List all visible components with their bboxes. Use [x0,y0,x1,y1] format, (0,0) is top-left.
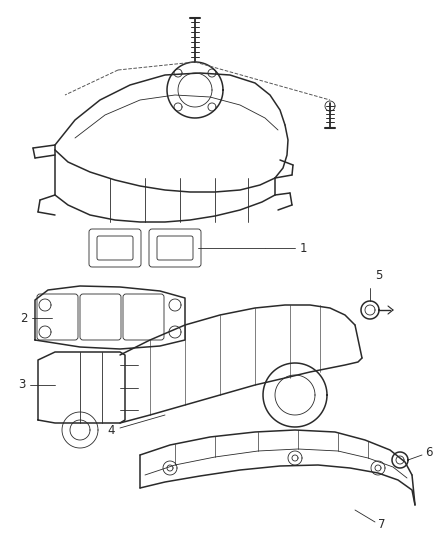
FancyBboxPatch shape [37,294,78,340]
FancyBboxPatch shape [123,294,164,340]
Text: 2: 2 [21,311,28,325]
FancyBboxPatch shape [97,236,133,260]
Text: 3: 3 [19,378,26,392]
FancyBboxPatch shape [89,229,141,267]
Text: 1: 1 [300,241,307,254]
FancyBboxPatch shape [80,294,121,340]
FancyBboxPatch shape [157,236,193,260]
Text: 6: 6 [425,447,432,459]
FancyBboxPatch shape [149,229,201,267]
Text: 5: 5 [375,269,382,282]
Text: 4: 4 [107,424,115,437]
Text: 7: 7 [378,518,385,530]
